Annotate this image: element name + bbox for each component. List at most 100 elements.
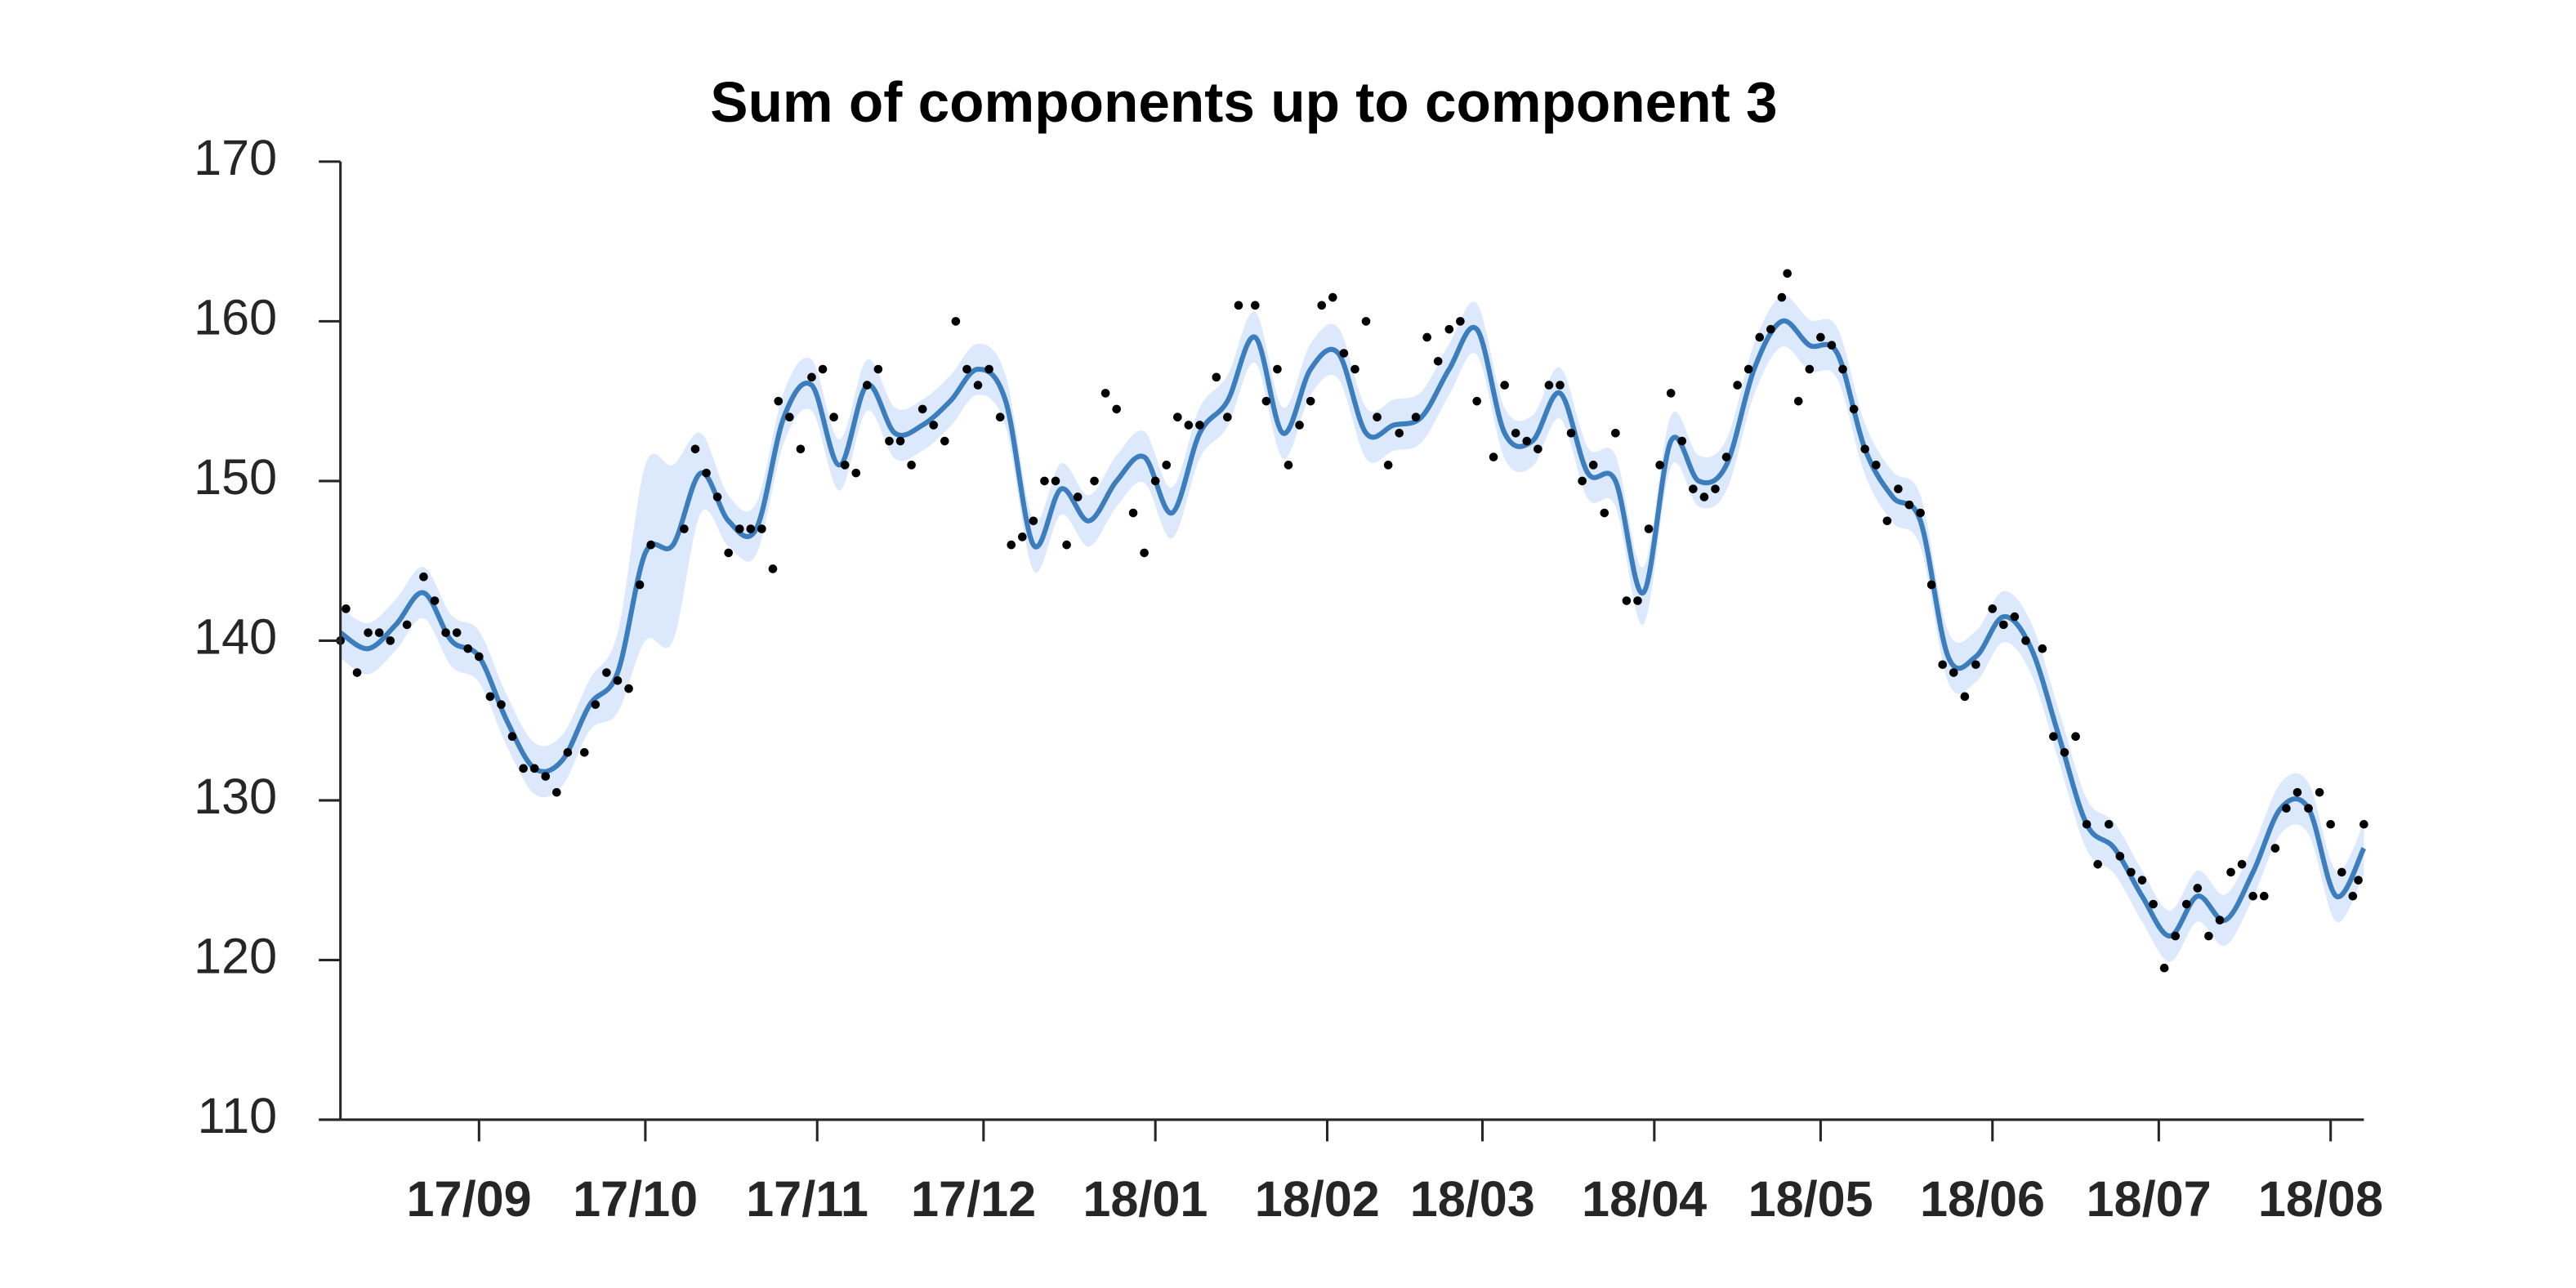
x-tick-label: 18/04 bbox=[1582, 1171, 1707, 1227]
data-point bbox=[1444, 324, 1454, 334]
data-point bbox=[1373, 412, 1382, 422]
data-point bbox=[1018, 533, 1027, 541]
data-point bbox=[2304, 804, 2313, 813]
data-point bbox=[1511, 428, 1520, 438]
data-point bbox=[419, 572, 428, 582]
x-tick-label: 18/03 bbox=[1410, 1171, 1535, 1227]
x-tick-label: 18/07 bbox=[2087, 1171, 2212, 1227]
data-point bbox=[563, 747, 573, 757]
data-point bbox=[1949, 668, 1958, 677]
data-point bbox=[962, 364, 971, 374]
data-point bbox=[1317, 301, 1327, 310]
data-point bbox=[1805, 364, 1815, 374]
data-point bbox=[1611, 428, 1620, 438]
data-point bbox=[818, 364, 828, 374]
data-point bbox=[1926, 580, 1936, 590]
data-point bbox=[529, 764, 539, 773]
data-point bbox=[624, 684, 633, 693]
data-point bbox=[2315, 787, 2324, 797]
data-point bbox=[1971, 660, 1980, 670]
data-point bbox=[1500, 381, 1509, 390]
data-point bbox=[885, 436, 894, 446]
data-point bbox=[1062, 540, 1071, 550]
data-point bbox=[613, 675, 623, 685]
data-point bbox=[507, 732, 517, 742]
data-point bbox=[1212, 372, 1221, 382]
data-point bbox=[2093, 859, 2102, 869]
data-point bbox=[2354, 876, 2363, 885]
data-point bbox=[1938, 660, 1947, 670]
data-point bbox=[2159, 963, 2169, 973]
y-tick-label: 110 bbox=[198, 1088, 278, 1143]
data-point bbox=[579, 747, 589, 757]
data-point bbox=[1140, 548, 1149, 558]
data-point bbox=[2038, 644, 2047, 653]
data-point bbox=[1860, 444, 1870, 454]
data-point bbox=[2071, 732, 2080, 742]
data-point bbox=[984, 364, 993, 374]
x-tick-label: 17/10 bbox=[573, 1171, 698, 1227]
data-point bbox=[2010, 612, 2020, 622]
data-point bbox=[940, 436, 949, 446]
data-point bbox=[1273, 364, 1282, 374]
data-point bbox=[1422, 332, 1431, 342]
data-point bbox=[702, 468, 711, 478]
data-point bbox=[1223, 412, 1232, 422]
data-point bbox=[2181, 899, 2191, 909]
data-point bbox=[1711, 484, 1720, 493]
data-point bbox=[917, 404, 927, 414]
data-point bbox=[734, 524, 744, 533]
data-point bbox=[995, 412, 1005, 422]
data-point bbox=[1128, 508, 1138, 518]
data-point bbox=[2127, 867, 2136, 877]
data-point bbox=[863, 381, 872, 390]
data-point bbox=[951, 317, 961, 326]
data-point bbox=[1916, 508, 1925, 518]
data-point bbox=[796, 444, 806, 454]
x-tick-label: 17/11 bbox=[746, 1171, 868, 1227]
data-point bbox=[1588, 461, 1598, 470]
data-point bbox=[1871, 461, 1881, 470]
data-point bbox=[1472, 396, 1482, 406]
data-point bbox=[1029, 516, 1038, 526]
data-point bbox=[1544, 381, 1554, 390]
data-point bbox=[1100, 389, 1110, 398]
data-point bbox=[2348, 891, 2358, 901]
data-point bbox=[2104, 819, 2114, 829]
data-point bbox=[386, 636, 395, 645]
data-point bbox=[552, 787, 561, 797]
data-point bbox=[2282, 804, 2291, 813]
y-tick-label: 160 bbox=[194, 290, 277, 345]
data-point bbox=[1522, 436, 1532, 446]
data-point bbox=[1361, 317, 1371, 326]
data-point bbox=[1644, 524, 1654, 533]
data-point bbox=[1411, 412, 1421, 422]
data-point bbox=[1578, 476, 1587, 486]
data-point bbox=[1633, 596, 1642, 605]
data-point bbox=[541, 772, 551, 781]
data-point bbox=[2337, 867, 2346, 877]
x-tick-label: 17/09 bbox=[407, 1171, 532, 1227]
data-point bbox=[1755, 332, 1765, 342]
x-tick-label: 18/02 bbox=[1255, 1171, 1380, 1227]
data-point bbox=[1960, 692, 1970, 702]
data-point bbox=[364, 628, 373, 637]
data-point bbox=[2215, 916, 2225, 925]
data-point bbox=[1306, 396, 1315, 406]
data-point bbox=[1261, 396, 1271, 406]
data-point bbox=[1489, 452, 1498, 461]
data-point bbox=[768, 564, 778, 573]
data-point bbox=[2259, 891, 2269, 901]
data-point bbox=[840, 461, 850, 470]
data-point bbox=[1988, 604, 1998, 613]
y-tick-label: 170 bbox=[194, 130, 277, 185]
x-tick-label: 17/12 bbox=[911, 1171, 1036, 1227]
data-point bbox=[1051, 476, 1060, 486]
data-point bbox=[873, 364, 883, 374]
data-point bbox=[2137, 876, 2147, 885]
data-point bbox=[1184, 421, 1194, 430]
data-point bbox=[1999, 620, 2008, 630]
data-point bbox=[1284, 461, 1293, 470]
